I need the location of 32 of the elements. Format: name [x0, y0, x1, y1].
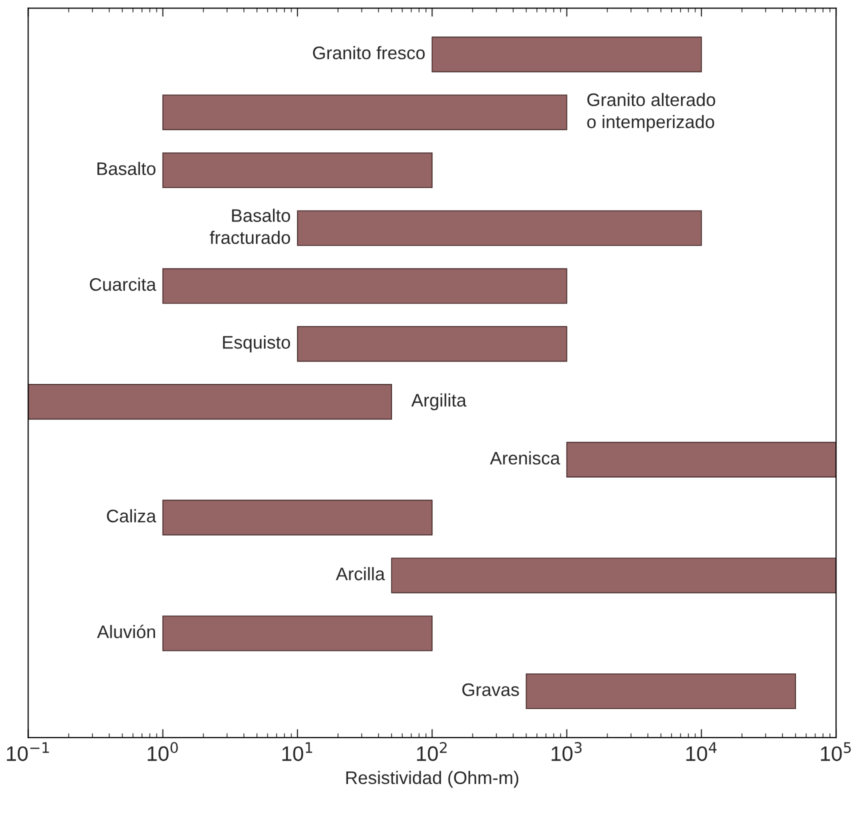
y-tick-label: Basalto — [97, 162, 156, 176]
x-tick-label: 10$^{−1}$ — [6, 742, 49, 762]
bar — [566, 442, 836, 478]
x-axis-title: Resistividad (Ohm-m) — [346, 770, 518, 788]
bar — [297, 326, 568, 362]
y-tick-label: Arenisca — [490, 451, 560, 465]
bar — [28, 384, 392, 420]
bar — [391, 558, 836, 594]
bar — [162, 616, 433, 652]
x-tick-label: 10$^{4}$ — [686, 742, 717, 762]
y-tick-label: Granito alterado o intemperizado — [587, 92, 716, 132]
y-tick-label: Aluvión — [97, 624, 156, 638]
y-tick-label: Argilita — [411, 393, 466, 410]
x-tick-label: 10$^{1}$ — [282, 742, 312, 762]
y-tick-label: Basalto fracturado — [210, 208, 290, 244]
bar — [162, 500, 433, 536]
bar — [162, 94, 568, 130]
y-tick-label: Granito fresco — [313, 46, 425, 60]
bar — [297, 210, 702, 246]
y-tick-label: Esquisto — [223, 336, 290, 352]
bar — [162, 268, 568, 304]
x-tick-label: 10$^{0}$ — [148, 742, 178, 762]
x-tick-label: 10$^{3}$ — [552, 742, 582, 762]
y-tick-label: Gravas — [462, 683, 519, 696]
y-tick-label: Caliza — [106, 509, 156, 522]
bar — [432, 36, 702, 72]
y-tick-label: Cuarcita — [90, 278, 156, 291]
y-tick-label: Arcilla — [336, 567, 385, 580]
x-tick-label: 10$^{2}$ — [417, 742, 447, 762]
x-tick-label: 10$^{5}$ — [820, 742, 851, 762]
bar — [526, 673, 796, 710]
bar — [162, 152, 433, 188]
